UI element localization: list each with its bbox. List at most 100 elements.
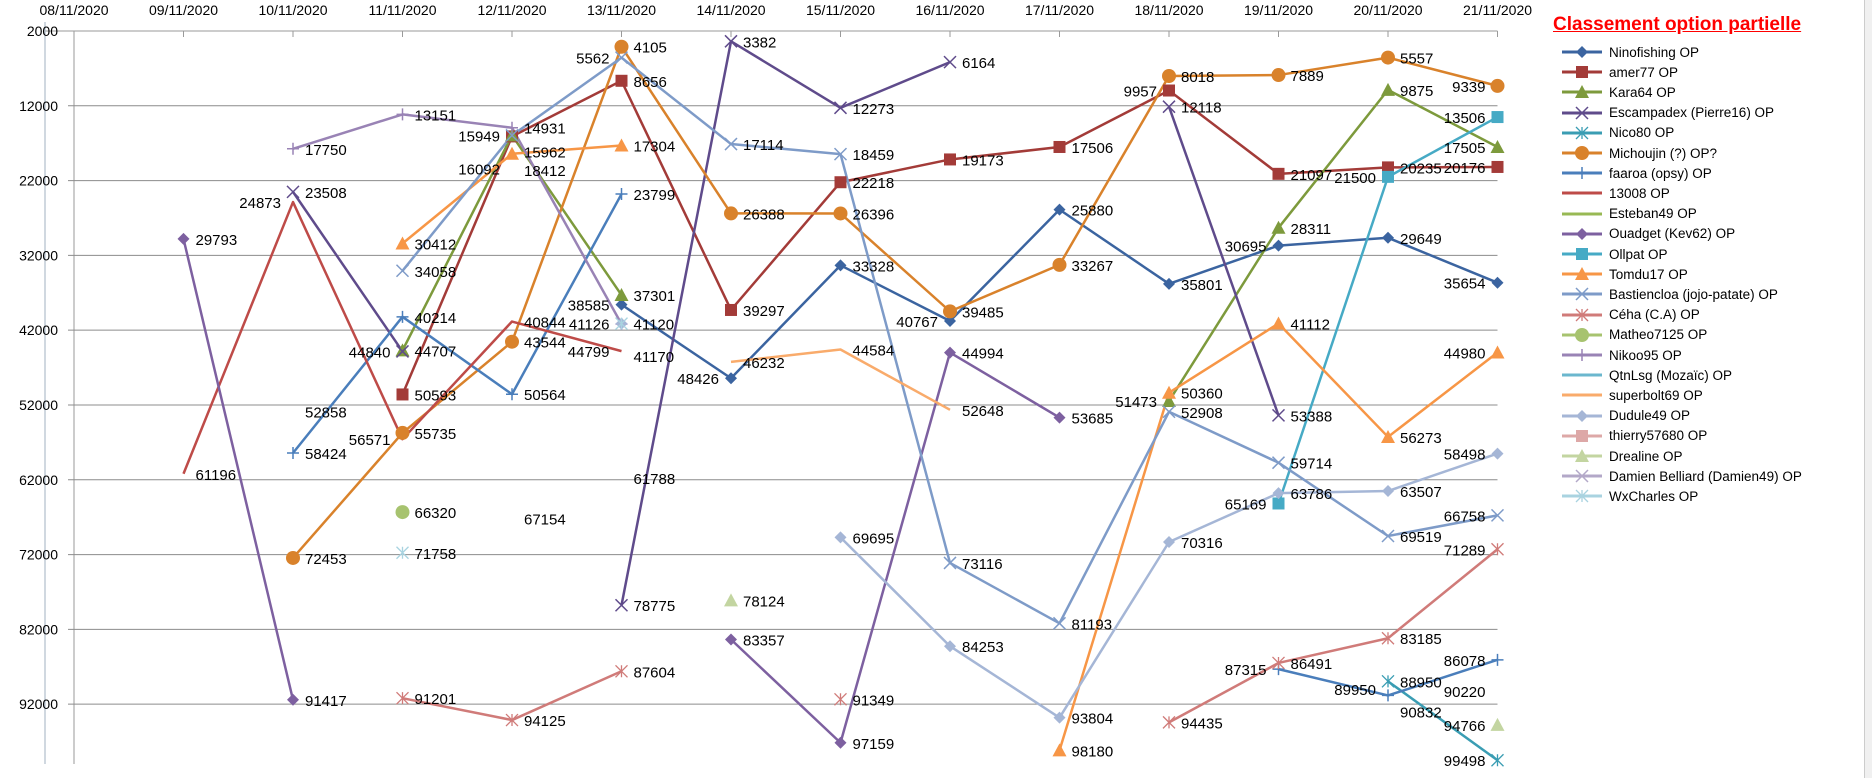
- data-label: 39485: [962, 304, 1004, 321]
- series-line-tomdu17-op: [401, 144, 1499, 751]
- legend-label: superbolt69 OP: [1609, 387, 1703, 403]
- y-tick-label: 2000: [27, 23, 58, 39]
- plus-marker: [287, 142, 299, 155]
- data-point: [1382, 170, 1394, 183]
- x-marker: [1052, 616, 1067, 630]
- data-label: 9339: [1452, 79, 1485, 96]
- legend-swatch: [1562, 267, 1602, 281]
- plus-marker: [396, 108, 409, 121]
- diamond-marker: [1053, 411, 1066, 424]
- diamond-marker: [287, 693, 299, 706]
- data-point: [1271, 456, 1286, 470]
- data-point: [1272, 656, 1285, 670]
- data-points: [177, 34, 1505, 767]
- square-marker: [615, 74, 628, 87]
- y-tick-label: 42000: [19, 322, 58, 338]
- legend-item: Ouadget (Kev62) OP: [1560, 224, 1735, 244]
- square-marker: [834, 176, 847, 189]
- diamond-marker: [1163, 277, 1175, 290]
- data-label: 25880: [1072, 203, 1114, 220]
- data-label: 87315: [1225, 662, 1267, 679]
- scrollbar[interactable]: [1864, 0, 1872, 778]
- asterisk-marker: [1162, 715, 1176, 729]
- legend-item: Matheo7125 OP: [1560, 325, 1707, 345]
- data-point: [943, 304, 957, 319]
- data-label: 53685: [1072, 411, 1114, 428]
- data-label: 44980: [1444, 345, 1486, 362]
- square-marker: [1272, 497, 1285, 510]
- legend-swatch: [1562, 66, 1602, 79]
- data-label: 4105: [634, 40, 667, 57]
- data-point: [1272, 239, 1285, 252]
- data-point: [505, 334, 519, 349]
- circle-marker: [1271, 68, 1286, 83]
- legend-item: Damien Belliard (Damien49) OP: [1560, 466, 1802, 486]
- data-point: [505, 713, 519, 727]
- x-tick-label: 15/11/2020: [806, 2, 875, 18]
- square-marker: [1163, 84, 1175, 97]
- legend-label: Tomdu17 OP: [1609, 266, 1688, 282]
- data-label: 99498: [1444, 753, 1486, 770]
- square-icon: [1576, 66, 1588, 79]
- diamond-marker: [1053, 711, 1066, 724]
- x-marker: [724, 137, 738, 151]
- legend-label: Céha (C.A) OP: [1609, 307, 1700, 323]
- data-point: [615, 188, 628, 201]
- data-point: [614, 138, 629, 152]
- legend-label: Matheo7125 OP: [1609, 327, 1708, 343]
- data-label: 40214: [415, 310, 457, 327]
- y-tick-label: 72000: [19, 547, 58, 563]
- data-label: 98180: [1072, 743, 1114, 760]
- data-label: 37301: [634, 288, 676, 305]
- diamond-marker: [177, 232, 190, 245]
- circle-icon: [1575, 327, 1589, 342]
- data-point: [1052, 616, 1067, 630]
- legend-label: Kara64 OP: [1609, 84, 1676, 100]
- data-label: 63507: [1400, 484, 1442, 501]
- asterisk-icon: [1575, 126, 1589, 140]
- legend-item: Bastiencloa (jojo-patate) OP: [1560, 284, 1778, 304]
- data-point: [1163, 535, 1175, 548]
- data-label: 12118: [1181, 100, 1222, 117]
- data-label: 86078: [1444, 653, 1486, 670]
- data-point: [834, 531, 847, 544]
- legend-swatch: [1562, 373, 1602, 377]
- data-label: 91349: [853, 692, 895, 709]
- asterisk-marker: [834, 692, 847, 706]
- circle-marker: [1162, 69, 1176, 84]
- diamond-marker: [944, 346, 956, 359]
- x-tick-label: 09/11/2020: [149, 2, 218, 18]
- data-label: 40844: [524, 315, 566, 332]
- legend-label: 13008 OP: [1609, 185, 1670, 201]
- x-icon: [1575, 106, 1589, 120]
- asterisk-marker: [1272, 656, 1285, 670]
- data-point: [614, 39, 629, 54]
- data-point: [1271, 316, 1286, 330]
- data-label: 8656: [634, 74, 667, 91]
- legend-swatch: [1562, 349, 1602, 361]
- y-tick-label: 62000: [19, 472, 58, 488]
- data-label: 48426: [677, 371, 719, 388]
- data-label: 21097: [1291, 167, 1333, 184]
- legend-item: Nico80 OP: [1560, 123, 1674, 143]
- data-point: [1162, 394, 1176, 408]
- data-point: [395, 425, 410, 440]
- x-tick-label: 11/11/2020: [369, 2, 437, 18]
- legend-label: thierry57680 OP: [1609, 428, 1708, 444]
- data-point: [944, 346, 956, 359]
- x-tick-label: 17/11/2020: [1025, 2, 1094, 18]
- asterisk-marker: [1491, 542, 1504, 556]
- x-axis-labels: 08/11/2020 09/11/2020 10/11/2020 11/11/2020…: [39, 2, 1532, 18]
- x-marker: [1162, 100, 1176, 114]
- data-label: 56571: [349, 432, 391, 449]
- data-point: [1271, 408, 1286, 422]
- chart-title: Classement option partielle: [1553, 14, 1802, 35]
- data-label: 23799: [634, 187, 676, 204]
- circle-marker: [614, 39, 629, 54]
- triangle-marker: [1490, 717, 1505, 731]
- x-marker: [1162, 405, 1176, 419]
- data-point: [1052, 743, 1067, 757]
- x-marker: [505, 128, 519, 142]
- data-label: 67154: [524, 511, 566, 528]
- square-marker: [1491, 111, 1504, 124]
